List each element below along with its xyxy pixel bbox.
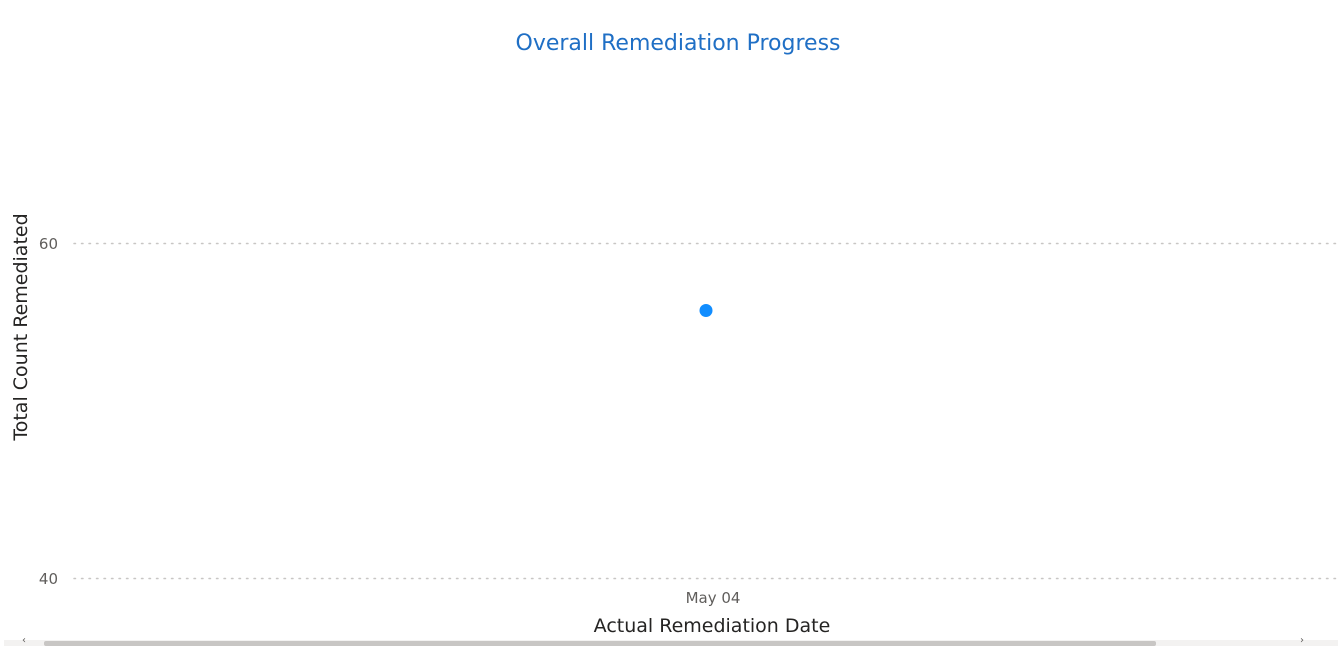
x-tick-label: May 04: [686, 589, 741, 607]
x-axis-title: Actual Remediation Date: [594, 615, 831, 637]
y-tick-label-60: 60: [39, 235, 58, 253]
data-points: [699, 304, 713, 317]
y-tick-label-40: 40: [39, 570, 58, 588]
horizontal-scrollbar[interactable]: ‹ ›: [4, 636, 1338, 646]
scroll-right-icon[interactable]: ›: [1300, 635, 1304, 646]
data-point-0-0[interactable]: [699, 304, 713, 317]
scrollbar-thumb[interactable]: [44, 641, 1156, 646]
chart-title: Overall Remediation Progress: [516, 31, 841, 56]
scroll-left-icon[interactable]: ‹: [22, 635, 26, 646]
y-axis-title: Total Count Remediated: [10, 213, 32, 441]
